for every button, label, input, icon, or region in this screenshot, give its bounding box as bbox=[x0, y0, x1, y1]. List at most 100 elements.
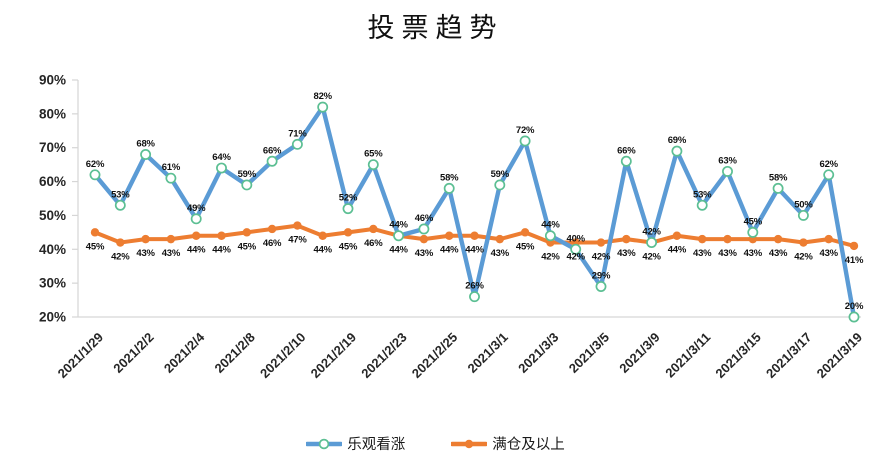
legend-item-full-position-and-above[interactable]: 满仓及以上 bbox=[451, 433, 565, 454]
y-tick-label: 80% bbox=[39, 106, 66, 121]
full-position-data-label: 45% bbox=[238, 241, 257, 252]
optimistic-data-label: 50% bbox=[794, 199, 813, 210]
full-position-data-label: 43% bbox=[718, 248, 737, 259]
full-position-data-label: 42% bbox=[566, 252, 585, 263]
optimistic-data-point bbox=[241, 179, 253, 191]
optimistic-data-label: 62% bbox=[819, 159, 838, 170]
full-position-data-point bbox=[622, 234, 631, 244]
full-position-data-point bbox=[90, 228, 100, 237]
full-position-data-label: 43% bbox=[415, 248, 434, 259]
y-tick-label: 30% bbox=[39, 276, 66, 291]
x-tick-label: 2021/2/23 bbox=[358, 330, 410, 382]
x-tick-label: 2021/2/19 bbox=[308, 330, 360, 382]
full-position-data-point bbox=[824, 234, 833, 244]
legend-label-optimistic-bullish: 乐观看涨 bbox=[347, 437, 406, 453]
full-position-data-label: 44% bbox=[668, 245, 687, 256]
optimistic-data-point bbox=[544, 230, 556, 242]
optimistic-data-label: 59% bbox=[238, 169, 257, 180]
chart-title: 投票趋势 bbox=[367, 13, 504, 43]
optimistic-data-point bbox=[266, 155, 278, 167]
full-position-data-label: 43% bbox=[819, 248, 838, 259]
full-position-data-point bbox=[849, 241, 859, 251]
optimistic-data-point bbox=[469, 291, 480, 303]
x-tick-label: 2021/3/1 bbox=[465, 330, 511, 376]
full-position-data-point bbox=[495, 234, 504, 244]
full-position-data-point bbox=[445, 231, 454, 240]
optimistic-data-point bbox=[595, 281, 607, 292]
optimistic-data-label: 58% bbox=[440, 172, 459, 183]
optimistic-data-label: 66% bbox=[263, 145, 282, 156]
full-position-data-point bbox=[267, 224, 277, 234]
full-position-data-point bbox=[723, 234, 732, 244]
full-position-data-label: 46% bbox=[263, 238, 282, 249]
y-tick-label: 90% bbox=[39, 73, 66, 88]
x-tick-label: 2021/3/19 bbox=[814, 330, 866, 382]
optimistic-data-point bbox=[443, 182, 455, 194]
optimistic-data-point bbox=[797, 209, 809, 221]
optimistic-data-point bbox=[317, 101, 329, 113]
optimistic-data-point bbox=[772, 182, 784, 194]
optimistic-data-label: 42% bbox=[642, 227, 661, 238]
optimistic-data-point bbox=[494, 179, 506, 191]
full-position-data-label: 45% bbox=[516, 241, 535, 252]
full-position-data-label: 42% bbox=[794, 252, 813, 263]
x-tick-label: 2021/3/17 bbox=[763, 330, 815, 382]
optimistic-data-label: 59% bbox=[491, 169, 510, 180]
optimistic-data-label: 52% bbox=[339, 193, 358, 204]
optimistic-legend-marker bbox=[319, 438, 330, 449]
full-position-data-label: 43% bbox=[744, 248, 763, 259]
y-tick-label: 50% bbox=[39, 208, 66, 223]
optimistic-data-point bbox=[570, 243, 582, 255]
optimistic-data-point bbox=[367, 159, 379, 171]
y-tick-label: 20% bbox=[39, 310, 66, 325]
full-position-data-label: 44% bbox=[465, 245, 484, 256]
optimistic-data-label: 40% bbox=[566, 233, 585, 244]
y-tick-label: 40% bbox=[39, 242, 66, 257]
x-tick-label: 2021/3/3 bbox=[515, 330, 561, 376]
optimistic-data-label: 46% bbox=[415, 213, 434, 224]
optimistic-data-point bbox=[519, 135, 531, 147]
full-position-data-point bbox=[217, 231, 226, 240]
optimistic-data-point bbox=[216, 162, 227, 174]
full-position-data-point bbox=[242, 228, 251, 237]
full-position-data-point bbox=[141, 234, 150, 244]
optimistic-data-point bbox=[696, 199, 708, 211]
full-position-data-label: 44% bbox=[187, 245, 206, 256]
optimistic-data-point bbox=[165, 172, 177, 184]
y-tick-label: 70% bbox=[39, 140, 66, 155]
full-position-data-label: 44% bbox=[440, 245, 459, 256]
optimistic-data-point bbox=[342, 203, 354, 215]
optimistic-series-legend-marker-icon bbox=[306, 438, 343, 449]
legend: 乐观看涨 满仓及以上 bbox=[0, 433, 871, 454]
full-position-data-label: 44% bbox=[313, 245, 332, 256]
optimistic-data-label: 20% bbox=[845, 301, 864, 312]
optimistic-data-point bbox=[671, 145, 683, 157]
full-position-legend-marker bbox=[465, 439, 474, 448]
full-position-data-point bbox=[192, 231, 201, 240]
full-position-series-legend-marker-icon bbox=[451, 439, 488, 448]
optimistic-data-point bbox=[747, 226, 759, 238]
full-position-data-point bbox=[672, 231, 682, 240]
full-position-data-point bbox=[520, 228, 530, 237]
optimistic-data-label: 61% bbox=[162, 162, 181, 173]
optimistic-data-label: 63% bbox=[718, 155, 737, 166]
optimistic-data-label: 44% bbox=[541, 220, 560, 231]
x-tick-label: 2021/2/10 bbox=[257, 330, 309, 382]
optimistic-data-label: 49% bbox=[187, 203, 206, 214]
legend-item-optimistic-bullish[interactable]: 乐观看涨 bbox=[306, 433, 405, 454]
full-position-data-label: 43% bbox=[136, 248, 155, 259]
full-position-data-label: 41% bbox=[845, 255, 864, 266]
optimistic-data-label: 53% bbox=[111, 189, 130, 200]
full-position-data-label: 42% bbox=[592, 252, 611, 263]
optimistic-data-point bbox=[722, 165, 733, 177]
full-position-data-point bbox=[799, 238, 808, 247]
full-position-data-label: 43% bbox=[162, 248, 181, 259]
optimistic-data-label: 62% bbox=[86, 159, 105, 170]
full-position-data-label: 44% bbox=[212, 245, 231, 256]
optimistic-data-label: 44% bbox=[389, 220, 408, 231]
optimistic-data-point bbox=[89, 169, 101, 181]
optimistic-data-label: 72% bbox=[516, 125, 535, 136]
x-tick-label: 2021/3/5 bbox=[566, 330, 612, 376]
full-position-data-label: 45% bbox=[86, 241, 105, 252]
